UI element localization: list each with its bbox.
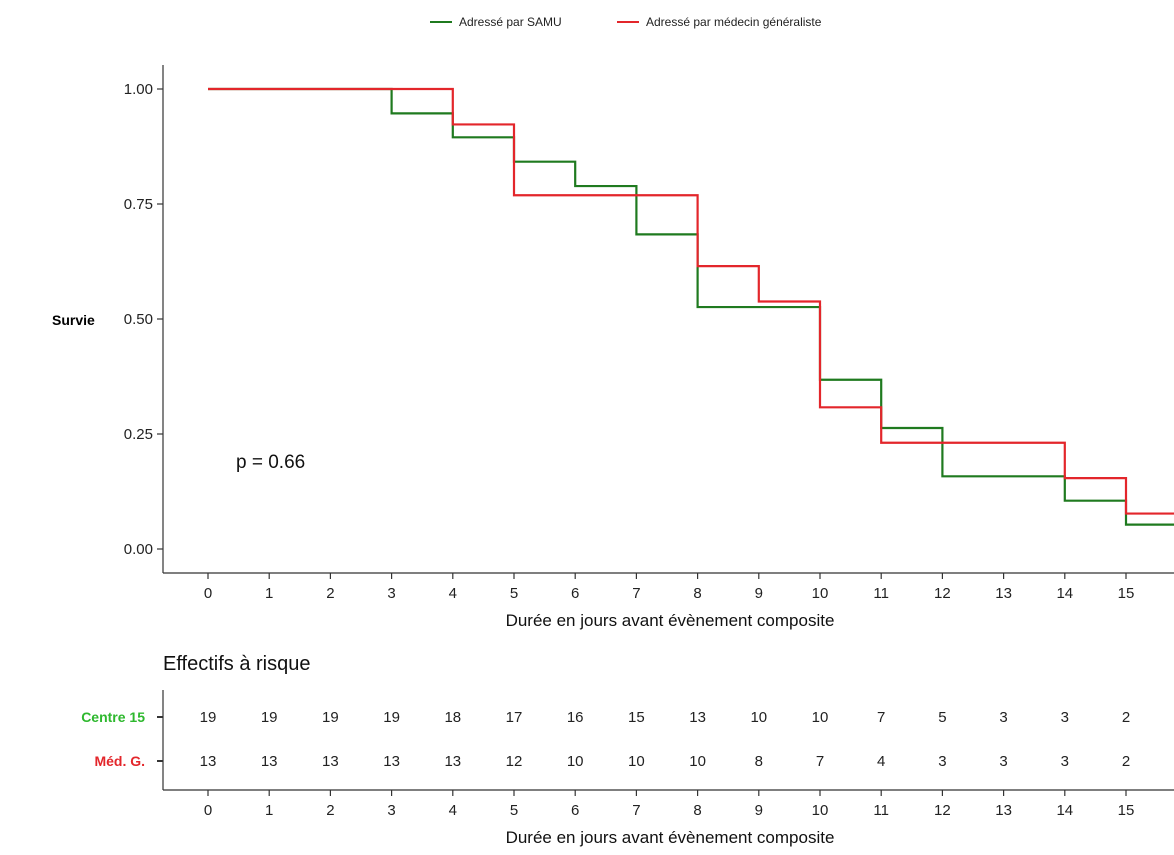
x-tick-label: 2 xyxy=(326,585,334,602)
risk-cell: 10 xyxy=(567,753,584,770)
risk-cell: 3 xyxy=(999,753,1007,770)
risk-cell: 3 xyxy=(999,709,1007,726)
x-tick-label: 1 xyxy=(265,585,273,602)
risk-cell: 19 xyxy=(200,709,217,726)
risk-cell: 13 xyxy=(444,753,461,770)
risk-cell: 4 xyxy=(877,753,885,770)
x-tick-label: 0 xyxy=(204,585,212,602)
y-tick-label: 0.75 xyxy=(124,196,153,213)
risk-x-tick-label: 3 xyxy=(387,802,395,819)
risk-cell: 5 xyxy=(938,709,946,726)
risk-x-tick-label: 1 xyxy=(265,802,273,819)
risk-cell: 10 xyxy=(689,753,706,770)
risk-cell: 18 xyxy=(444,709,461,726)
y-tick-label: 1.00 xyxy=(124,81,153,98)
y-tick-label: 0.00 xyxy=(124,541,153,558)
x-tick-label: 11 xyxy=(873,585,889,602)
risk-cell: 2 xyxy=(1122,753,1130,770)
risk-cells: 19 19 19 19 18 17 16 15 13 10 10 7 5 3 3 2 13 13 13 13 13 12 1… xyxy=(157,709,1130,770)
risk-cell: 3 xyxy=(938,753,946,770)
x-tick-label: 10 xyxy=(812,585,829,602)
series-line-samu xyxy=(208,87,1174,526)
x-tick-label: 5 xyxy=(510,585,518,602)
risk-cell: 2 xyxy=(1122,709,1130,726)
risk-x-tick-label: 0 xyxy=(204,802,212,819)
x-axis-label: Durée en jours avant évènement composite xyxy=(506,611,835,630)
x-tick-label: 13 xyxy=(995,585,1012,602)
risk-cell: 10 xyxy=(812,709,829,726)
y-tick-label: 0.25 xyxy=(124,426,153,443)
risk-x-tick-label: 10 xyxy=(812,802,829,819)
risk-x-tick-label: 15 xyxy=(1118,802,1135,819)
risk-cell: 17 xyxy=(506,709,523,726)
risk-cell: 10 xyxy=(750,709,767,726)
risk-cell: 16 xyxy=(567,709,584,726)
risk-cell: 19 xyxy=(261,709,278,726)
risk-cell: 13 xyxy=(200,753,217,770)
x-tick-label: 14 xyxy=(1056,585,1073,602)
x-tick-label: 9 xyxy=(755,585,763,602)
risk-cell: 8 xyxy=(755,753,763,770)
risk-x-tick-label: 7 xyxy=(632,802,640,819)
risk-cell: 13 xyxy=(322,753,339,770)
risk-cell: 7 xyxy=(877,709,885,726)
legend-label-mg: Adressé par médecin généraliste xyxy=(646,15,822,29)
risk-row-label-medg: Méd. G. xyxy=(94,753,145,769)
y-tick-label: 0.50 xyxy=(124,311,153,328)
risk-cell: 10 xyxy=(628,753,645,770)
risk-x-tick-label: 4 xyxy=(449,802,457,819)
risk-cell: 3 xyxy=(1061,709,1069,726)
risk-table-title: Effectifs à risque xyxy=(163,653,310,675)
risk-x-tick-label: 8 xyxy=(693,802,701,819)
risk-x-tick-label: 11 xyxy=(873,802,889,819)
y-axis-label: Survie xyxy=(52,312,95,328)
risk-x-tick-label: 5 xyxy=(510,802,518,819)
x-tick-label: 6 xyxy=(571,585,579,602)
risk-x-tick-label: 9 xyxy=(755,802,763,819)
x-tick-label: 8 xyxy=(693,585,701,602)
x-tick-label: 4 xyxy=(449,585,457,602)
risk-cell: 12 xyxy=(506,753,523,770)
risk-cell: 13 xyxy=(689,709,706,726)
risk-cell: 7 xyxy=(816,753,824,770)
risk-cell: 13 xyxy=(261,753,278,770)
risk-x-tick-label: 13 xyxy=(995,802,1012,819)
plot-axes xyxy=(162,65,1174,574)
x-tick-label: 3 xyxy=(387,585,395,602)
risk-row-label-centre15: Centre 15 xyxy=(81,709,145,725)
risk-x-axis-label: Durée en jours avant évènement composite xyxy=(506,828,835,847)
risk-x-tick-label: 2 xyxy=(326,802,334,819)
risk-x-ticks: 0 1 2 3 4 5 6 7 8 9 10 11 12 13 14 15 xyxy=(204,790,1135,819)
legend-label-samu: Adressé par SAMU xyxy=(459,15,562,29)
p-value-annotation: p = 0.66 xyxy=(236,452,305,473)
risk-cell: 3 xyxy=(1061,753,1069,770)
risk-table-axes xyxy=(162,690,1174,791)
x-ticks: 0 1 2 3 4 5 6 7 8 9 10 11 12 13 14 15 xyxy=(204,573,1135,602)
risk-cell: 15 xyxy=(628,709,645,726)
series-group xyxy=(208,87,1174,526)
x-tick-label: 7 xyxy=(632,585,640,602)
legend: Adressé par SAMU Adressé par médecin gén… xyxy=(430,15,822,29)
x-tick-label: 12 xyxy=(934,585,951,602)
risk-x-tick-label: 6 xyxy=(571,802,579,819)
series-line-mg xyxy=(208,87,1174,515)
risk-x-tick-label: 12 xyxy=(934,802,951,819)
risk-cell: 13 xyxy=(383,753,400,770)
risk-cell: 19 xyxy=(383,709,400,726)
risk-x-tick-label: 14 xyxy=(1056,802,1073,819)
x-tick-label: 15 xyxy=(1118,585,1135,602)
y-ticks: 0.00 0.25 0.50 0.75 1.00 xyxy=(124,81,163,558)
risk-cell: 19 xyxy=(322,709,339,726)
